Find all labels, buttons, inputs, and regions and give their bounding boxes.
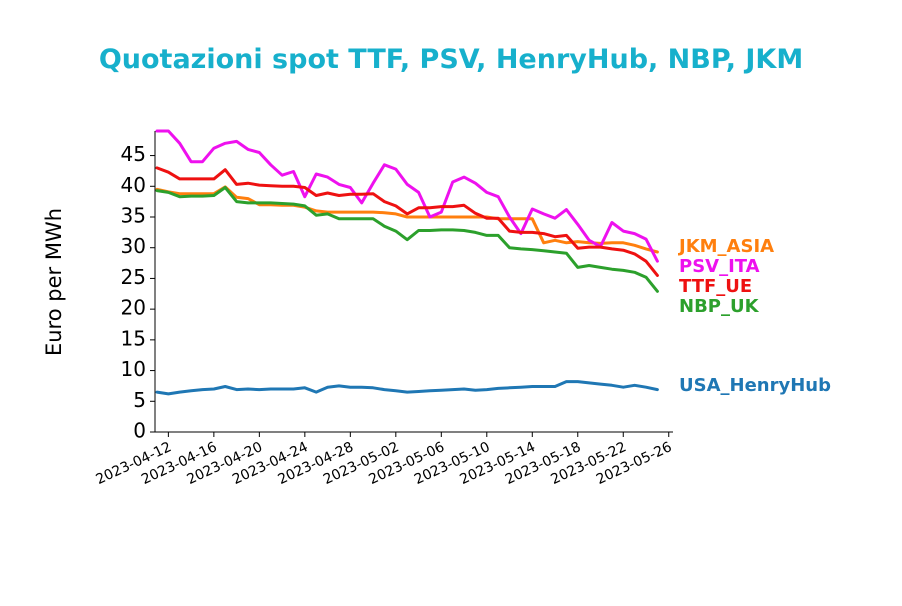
y-tick-label: 40: [121, 173, 146, 197]
y-tick-label: 10: [121, 357, 146, 381]
y-tick-label: 35: [121, 204, 146, 228]
series-line-usa-henryhub: [155, 380, 659, 396]
y-tick-label: 20: [121, 296, 146, 320]
series-lines: [155, 129, 659, 396]
y-tick-label: 0: [133, 419, 146, 443]
series-label-jkm-asia: JKM_ASIA: [677, 236, 774, 257]
series-line-ttf-ue: [155, 166, 659, 277]
series-label-nbp-uk: NBP_UK: [679, 296, 760, 317]
y-tick-label: 25: [121, 265, 146, 289]
y-axis-label: Euro per MWh: [42, 208, 66, 356]
series-line-psv-ita: [155, 129, 659, 263]
series-label-ttf-ue: TTF_UE: [679, 276, 752, 297]
series-line-nbp-uk: [155, 186, 659, 293]
chart-title: Quotazioni spot TTF, PSV, HenryHub, NBP,…: [98, 44, 804, 75]
series-label-usa-henryhub: USA_HenryHub: [679, 375, 831, 396]
y-tick-label: 45: [121, 142, 146, 166]
y-tick-label: 15: [121, 326, 146, 350]
y-tick-label: 5: [133, 388, 146, 412]
axes: 0510152025303540452023-04-122023-04-1620…: [94, 131, 675, 488]
series-label-psv-ita: PSV_ITA: [679, 256, 760, 277]
y-tick-label: 30: [121, 234, 146, 258]
